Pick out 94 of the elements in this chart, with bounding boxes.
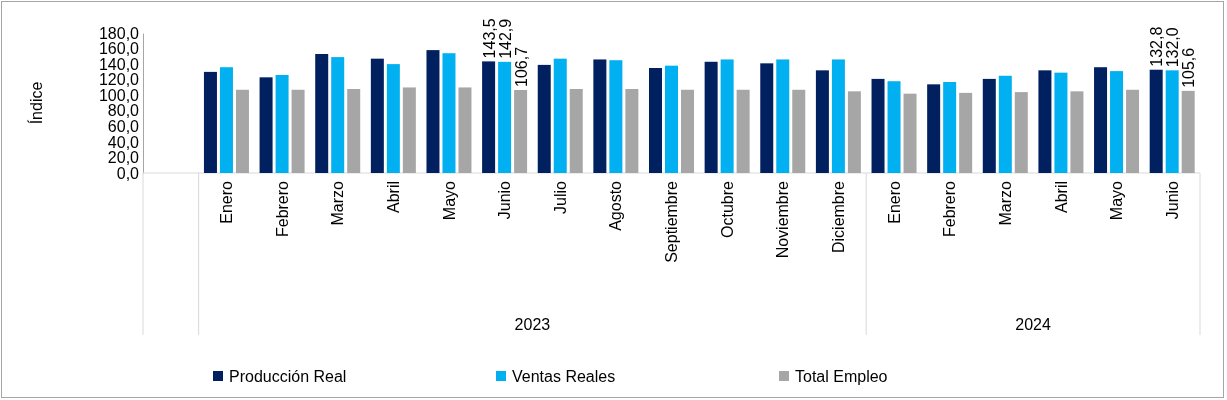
y-tick-label: 140,0 [98,55,140,73]
x-tick-label: Abril [1052,181,1070,214]
bar [903,93,917,173]
bar [665,65,678,173]
x-tick-label: Enero [885,180,903,224]
bar [1070,91,1084,173]
y-tick-label: 20,0 [107,149,140,167]
bar [1181,90,1195,173]
bar [887,81,901,173]
legend-label: Producción Real [229,368,347,385]
bar [982,78,996,173]
data-label: 132,8 [1148,26,1166,67]
y-tick-label: 40,0 [107,133,140,151]
bar [1110,71,1124,173]
bar [219,67,233,173]
bar [736,89,750,173]
bar [235,89,249,173]
bar [871,78,885,173]
x-tick-label: Marzo [329,180,347,226]
bar [649,68,662,173]
data-label: 142,9 [496,18,514,59]
bar [1165,70,1179,173]
bar [331,57,345,173]
bar [831,59,845,173]
x-tick-label: Junio [1163,180,1181,220]
legend-label: Total Empleo [795,368,888,385]
y-tick-label: 60,0 [107,117,140,135]
x-tick-label: Mayo [1108,180,1126,221]
bar [514,90,528,173]
data-label: 143,5 [480,18,498,59]
x-tick-label: Abril [384,181,402,214]
bar [593,59,607,173]
x-tick-label: Febrero [941,180,959,238]
bar [959,92,973,173]
x-tick-label: Febrero [273,180,291,238]
x-tick-label: Noviembre [774,180,792,259]
data-label: 132,0 [1164,27,1182,68]
bar [815,70,829,173]
bar [315,54,329,173]
y-tick-label: 80,0 [107,102,140,120]
data-label: 105,6 [1180,47,1198,88]
bar [458,87,472,173]
legend-label: Ventas Reales [512,368,616,385]
bar [402,87,416,173]
x-tick-label: Enero [218,180,236,224]
bar [609,60,623,173]
text: 2024 [1015,316,1051,333]
bar [1054,72,1068,173]
bar [203,71,217,173]
y-tick-label: 160,0 [98,40,140,58]
bar [943,82,957,173]
bar [704,61,718,173]
bar [370,58,384,173]
bar [760,63,774,173]
x-tick-label: Octubre [718,180,736,238]
bar [553,58,567,173]
bar [347,89,361,173]
x-tick-label: Julio [551,180,569,214]
bar [1094,67,1108,173]
bar [1038,70,1052,173]
y-tick-label: 0,0 [116,164,140,182]
y-axis-title: Índice [27,81,45,125]
bar [442,53,456,173]
x-tick-label: Junio [496,180,514,220]
x-tick-label: Mayo [440,180,458,221]
bar [1149,69,1163,173]
bar [681,89,694,173]
x-tick-label: Septiembre [663,180,681,263]
bar [275,75,289,173]
bar [847,91,861,173]
bar [625,89,639,173]
y-tick-label: 120,0 [98,71,140,89]
bar [792,89,806,173]
x-tick-label: Diciembre [829,180,847,254]
bar [776,59,790,173]
bar [537,64,551,173]
bar [291,89,305,173]
bar [482,61,496,173]
y-tick-label: 100,0 [98,86,140,104]
data-label: 106,7 [512,46,530,88]
bar [1126,89,1140,173]
bar [927,84,941,173]
bar [998,75,1012,173]
bar [498,61,512,173]
bar [720,59,734,173]
bar [386,64,400,173]
bar [569,89,583,173]
x-tick-label: Marzo [996,180,1014,226]
bar [1014,92,1028,173]
bar [259,77,273,173]
y-tick-label: 180,0 [98,24,140,42]
bar [426,50,440,173]
text: 2023 [514,316,551,333]
x-tick-label: Agosto [607,180,625,231]
